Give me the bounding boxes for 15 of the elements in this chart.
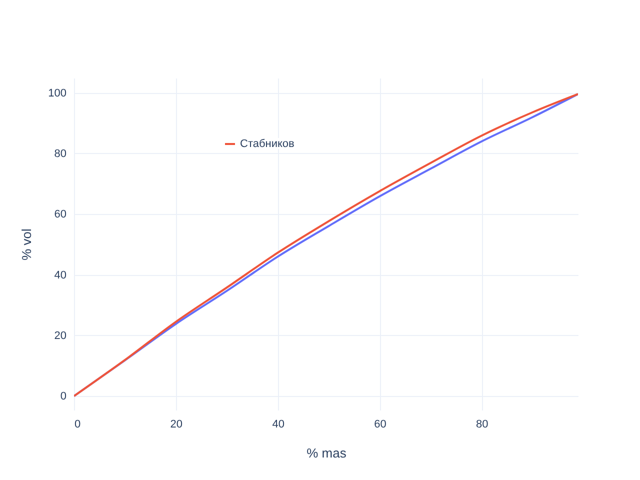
legend-label: Стабников [240, 138, 295, 150]
y-tick-label: 100 [48, 87, 66, 100]
x-tick-label: 0 [74, 418, 81, 430]
x-axis-title: % mas [306, 446, 347, 460]
y-tick-label: 20 [54, 330, 66, 342]
x-tick-label: 60 [374, 418, 386, 430]
y-tick-label: 0 [60, 390, 66, 403]
x-tick-label: 80 [476, 418, 488, 430]
x-tick-label: 20 [170, 418, 183, 430]
y-tick-label: 60 [54, 208, 66, 221]
y-tick-label: 40 [54, 269, 66, 282]
y-axis-title: % vol [19, 228, 34, 260]
x-tick-label: 40 [272, 418, 284, 430]
line-series [74, 93, 578, 398]
y-tick-label: 80 [54, 148, 66, 160]
